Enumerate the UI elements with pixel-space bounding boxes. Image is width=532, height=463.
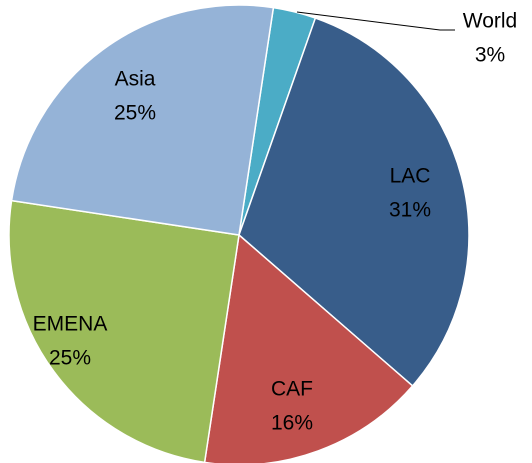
slice-label: World bbox=[463, 10, 517, 33]
pie-slice bbox=[10, 4, 275, 236]
pie-slice bbox=[238, 17, 470, 387]
slice-label: LAC bbox=[390, 165, 431, 188]
slice-value-label: 31% bbox=[389, 199, 431, 222]
slice-value-label: 3% bbox=[475, 44, 505, 67]
pie-slice bbox=[8, 199, 240, 463]
slice-value-label: 16% bbox=[271, 412, 313, 435]
pie-slice bbox=[203, 233, 414, 463]
slice-value-label: 25% bbox=[49, 347, 91, 370]
slice-value-label: 25% bbox=[114, 102, 156, 125]
slice-label: CAF bbox=[271, 378, 313, 401]
slice-label: Asia bbox=[115, 68, 156, 91]
leader-line bbox=[296, 11, 455, 31]
slice-label: EMENA bbox=[33, 313, 108, 336]
